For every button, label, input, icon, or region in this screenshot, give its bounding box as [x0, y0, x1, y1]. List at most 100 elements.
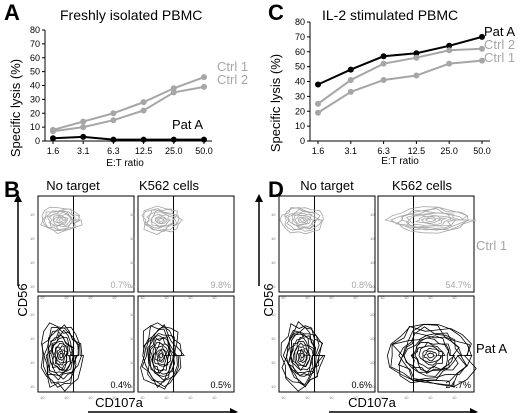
facs-b-plot-contour — [155, 216, 166, 224]
chart-c-xtick-label: 6.3 — [377, 146, 390, 156]
chart-c-series-line — [317, 59, 483, 114]
chart-c-series-line — [317, 35, 483, 86]
facs-b-plot-contour — [142, 323, 180, 388]
facs-d-plot-contour — [291, 212, 315, 228]
facs-b-plot-frame — [37, 295, 135, 393]
chart-a-ytick-label: 70 — [30, 39, 40, 49]
facs-d-plot-contour — [423, 350, 439, 362]
chart-a-data-point — [140, 107, 147, 114]
facs-b-plot-axis-tick-label: 10 — [212, 395, 217, 400]
facs-d-plot-contour — [420, 216, 443, 224]
chart-a-ytick-label: 60 — [30, 53, 40, 63]
facs-d-plot-contour — [414, 215, 448, 225]
facs-d-col-label-no-target: No target — [300, 178, 354, 193]
facs-b-plot-axis-tick-label: 10 — [30, 236, 35, 241]
panel-letter-b: B — [4, 177, 20, 202]
facs-b-plot-axis-tick-label: 10 — [130, 236, 135, 241]
chart-c-data-point — [315, 100, 321, 107]
chart-a-data-point — [110, 110, 117, 117]
chart-a-xtick-label: 12.5 — [135, 146, 153, 156]
facs-b-plot-percent-label: 0.5% — [210, 380, 231, 390]
facs-b-plot-contour — [48, 211, 75, 228]
facs-d-x-arrow-head — [470, 408, 478, 413]
facs-d-plot-contour — [402, 335, 460, 377]
facs-b-plot-contour — [58, 218, 66, 222]
facs-d-plot-axis-tick-label: 10 — [370, 360, 375, 365]
panel-letter-a: A — [4, 0, 20, 25]
facs-b-plot-contour — [152, 341, 170, 367]
facs-b-plot-axis-tick-label: 10 — [30, 212, 35, 217]
facs-b-plot-contour — [143, 208, 178, 232]
facs-b-plot-axis-tick-label: 10 — [130, 260, 135, 265]
facs-d-plot-axis-tick-label: 10 — [370, 260, 375, 265]
chart-c-data-point — [347, 88, 354, 95]
chart-c-xtick-label: 25.0 — [440, 146, 458, 156]
facs-d-plot-contour — [401, 210, 461, 229]
facs-b-plot-axis-tick-label: 10 — [130, 284, 135, 289]
facs-b-plot-percent-label: 0.4% — [110, 380, 131, 390]
chart-c-ytick-label: 10 — [295, 121, 305, 131]
facs-d-plot-axis-tick-label: 10 — [428, 295, 433, 300]
facs-b-plot-contour — [43, 327, 80, 384]
chart-c-ytick-label: 60 — [295, 47, 305, 57]
chart-a-data-point — [140, 136, 147, 143]
facs-b-plot-percent-label: 0.7% — [110, 280, 131, 290]
facs-d-plot-contour — [292, 340, 311, 372]
facs-b-plot-contour — [158, 218, 165, 222]
facs-d-plot-axis-tick-label: 10 — [271, 384, 276, 389]
facs-d-plot-axis-tick-label: 10 — [305, 395, 310, 400]
facs-b-plot-axis-tick-label: 10 — [130, 312, 135, 317]
facs-d-plot-frame — [377, 295, 475, 393]
facs-d-plot-axis-tick-label: 10 — [271, 212, 276, 217]
facs-b-plot-contour — [52, 213, 72, 227]
facs-d-plot-contour — [297, 216, 309, 224]
chart-c-ytick-label: 20 — [295, 106, 305, 116]
facs-b-plot-axis-tick-label: 10 — [164, 295, 169, 300]
facs-b-plot-contour — [157, 349, 165, 362]
chart-a-data-point — [170, 89, 177, 96]
facs-d-plot-axis-tick-label: 10 — [370, 212, 375, 217]
facs-b-plot-axis-tick-label: 10 — [188, 295, 193, 300]
facs-b-plot-contour — [59, 352, 63, 359]
chart-c-data-point — [446, 42, 453, 49]
facs-b-plot-contour — [46, 327, 80, 380]
facs-b-plot-axis-tick-label: 10 — [64, 295, 69, 300]
panel-letter-d: D — [268, 177, 284, 202]
facs-b-plot-axis-tick-label: 10 — [140, 395, 145, 400]
chart-a-title: Freshly isolated PBMC — [60, 7, 202, 23]
chart-a-series-label: Ctrl 2 — [217, 72, 248, 87]
chart-a-ytick-label: 30 — [30, 94, 40, 104]
chart-a-ytick-label: 0 — [35, 136, 40, 146]
facs-b-plot-contour — [146, 209, 175, 229]
facs-b-plot-axis-tick-label: 10 — [64, 395, 69, 400]
chart-c-data-point — [479, 33, 485, 40]
chart-c-data-point — [413, 72, 420, 79]
facs-d-plot-axis-tick-label: 10 — [370, 284, 375, 289]
facs-b-plot-axis-tick-label: 10 — [112, 295, 117, 300]
chart-c-data-point — [413, 50, 420, 57]
facs-b-col-label-no-target: No target — [46, 178, 100, 193]
facs-d-plot-axis-tick-label: 10 — [370, 312, 375, 317]
chart-a-data-point — [110, 136, 117, 143]
chart-a-ytick-label: 80 — [30, 25, 40, 35]
chart-c-xlabel: E:T ratio — [381, 156, 419, 167]
chart-a-data-point — [50, 135, 56, 142]
facs-b-plot-frame — [137, 295, 235, 393]
facs-d-plot-frame — [278, 295, 376, 393]
facs-d-row-label-pat-a: Pat A — [476, 341, 507, 356]
chart-c-data-point — [347, 66, 354, 73]
chart-c-xtick-label: 3.1 — [345, 146, 358, 156]
chart-a-freshly-isolated: Freshly isolated PBMC Specific lysis (%)… — [8, 7, 248, 169]
facs-d-x-axis-label: CD107a — [348, 395, 396, 410]
facs-b-plot-axis-tick-label: 10 — [88, 395, 93, 400]
facs-b-x-axis-label: CD107a — [95, 395, 143, 410]
chart-a-ytick-label: 50 — [30, 67, 40, 77]
chart-c-data-point — [446, 47, 453, 54]
facs-d-plot-contour — [391, 323, 470, 384]
facs-d-plot-contour — [390, 325, 473, 386]
facs-d-plot-percent-label: 24.7% — [445, 380, 471, 390]
chart-c-xtick-label: 1.6 — [312, 146, 325, 156]
facs-b-plot-axis-tick-label: 10 — [30, 384, 35, 389]
chart-c-series-label: Ctrl 2 — [484, 37, 515, 52]
chart-a-xtick-label: 50.0 — [195, 146, 213, 156]
